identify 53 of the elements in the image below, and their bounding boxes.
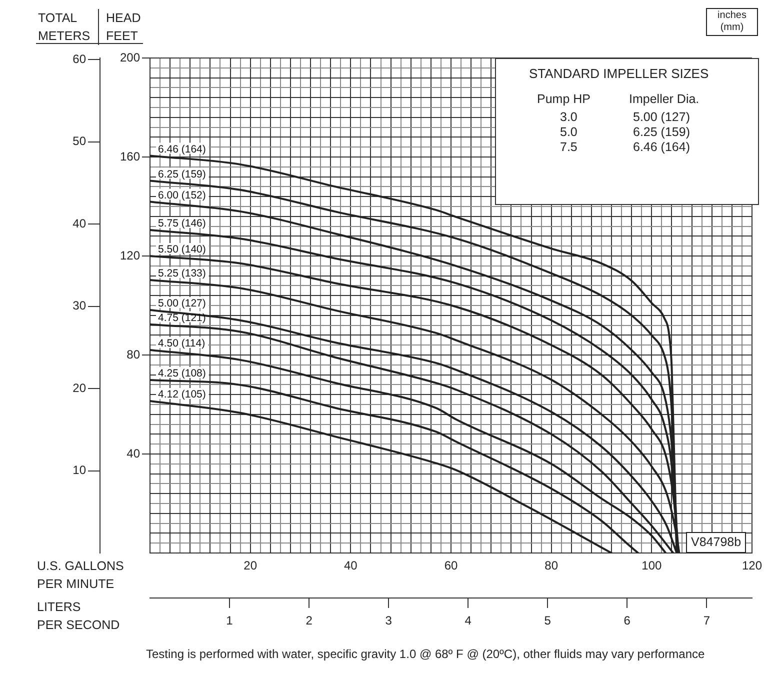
x-tick-label: 40 <box>344 558 358 573</box>
x-tick-label: 20 <box>244 558 258 573</box>
line-series <box>150 379 640 553</box>
annotation: 6.46 (164) <box>633 139 690 156</box>
series-label: 6.25 (159) <box>158 168 206 180</box>
annotation: V84798b <box>686 532 746 553</box>
annotation: Impeller Dia. <box>629 91 700 108</box>
y2-axis-title: TOTAL METERS <box>38 9 100 45</box>
series-label: 5.25 (133) <box>158 268 206 280</box>
annotation: 6.25 (159) <box>633 124 690 141</box>
x2-tick-label: 6 <box>624 614 631 628</box>
x2-tick-label: 5 <box>544 614 552 628</box>
annotation: 5.00 (127) <box>633 109 690 126</box>
y2-tick-label: 20 <box>72 380 86 395</box>
series-label: 4.12 (105) <box>158 388 206 401</box>
x-tick-label: 60 <box>444 558 458 573</box>
y-tick-label: 200 <box>120 50 140 64</box>
x-axis-title: U.S. GALLONS PER MINUTE <box>37 558 124 593</box>
x2-tick-label: 7 <box>703 614 710 628</box>
y-tick-label: 40 <box>126 446 140 460</box>
line-series <box>150 400 613 553</box>
series-label: 4.75 (121) <box>158 312 206 324</box>
text: inches (mm) <box>706 8 758 36</box>
y-tick-label: 80 <box>126 347 140 362</box>
x-tick-label: 100 <box>642 558 662 573</box>
series-label: 6.46 (164) <box>158 143 206 156</box>
y-tick-label: 120 <box>120 248 140 262</box>
series-label: 4.50 (114) <box>158 338 206 350</box>
text: Testing is performed with water, specific gravity 1.0 @ 68º F @ (20ºC), other fluids may vary performance <box>146 646 705 663</box>
y-axis-title: HEAD FEET <box>106 10 141 45</box>
annotation: Pump HP <box>537 91 590 108</box>
y2-tick-label: 30 <box>72 298 86 313</box>
annotation: STANDARD IMPELLER SIZES <box>529 65 709 83</box>
series-label: 5.50 (140) <box>158 244 206 256</box>
x-tick-label: 120 <box>742 558 762 573</box>
x2-tick-label: 4 <box>464 614 472 628</box>
series-label: 6.00 (152) <box>158 189 206 202</box>
x2-tick-label: 3 <box>385 614 392 628</box>
x-tick-label: 80 <box>544 558 558 573</box>
annotation: 5.0 <box>560 124 578 141</box>
y2-tick-label: 10 <box>72 463 86 478</box>
x2-axis-title: LITERS PER SECOND <box>37 599 120 634</box>
annotation: 3.0 <box>560 109 578 126</box>
y2-tick-label: 40 <box>72 216 86 230</box>
x2-tick-label: 1 <box>226 614 234 628</box>
y-tick-label: 160 <box>120 149 140 164</box>
y2-tick-label: 60 <box>72 52 86 66</box>
x2-tick-label: 2 <box>306 614 313 628</box>
series-label: 5.75 (146) <box>158 218 206 230</box>
series-label: 5.00 (127) <box>158 297 206 310</box>
annotation: 7.5 <box>560 139 578 156</box>
y2-tick-label: 50 <box>72 134 86 148</box>
series-label: 4.25 (108) <box>158 367 206 380</box>
